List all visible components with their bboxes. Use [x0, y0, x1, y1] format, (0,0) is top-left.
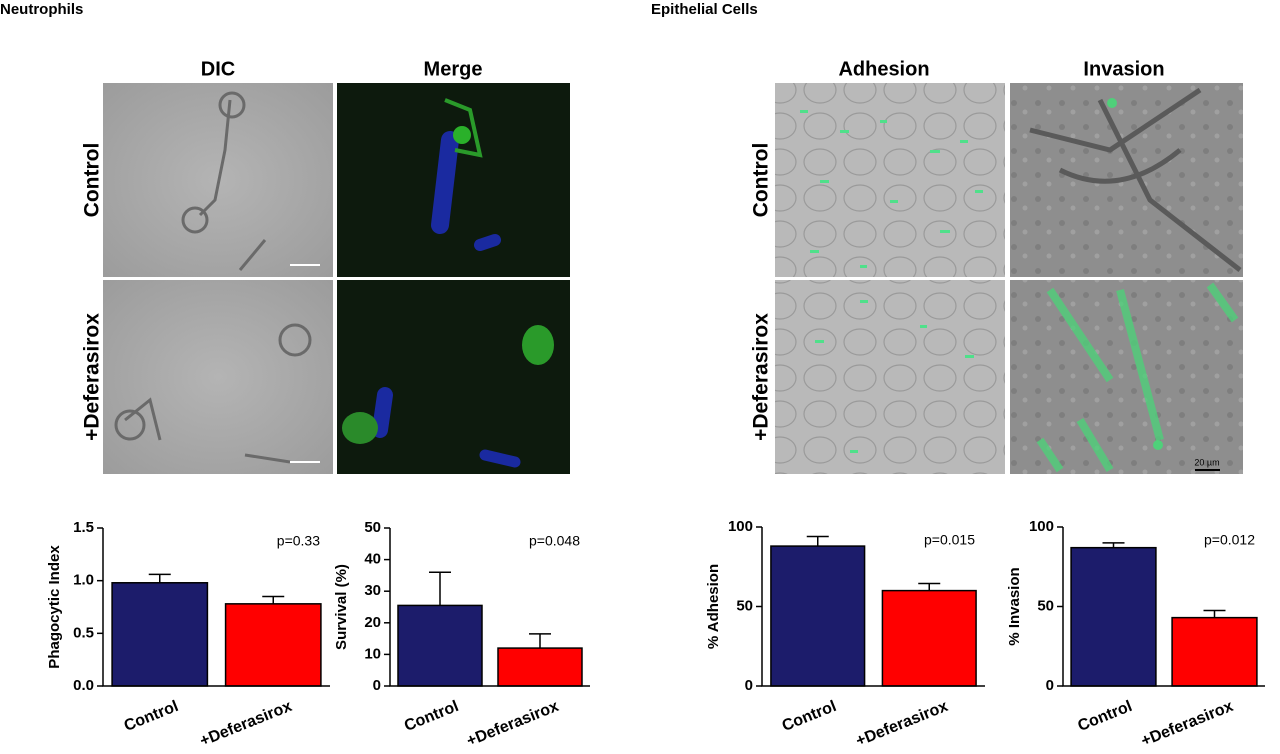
column-label: DIC [201, 58, 235, 80]
y-tick-label: 50 [736, 597, 753, 614]
bar [1171, 616, 1258, 687]
annotation: p=0.048 [529, 533, 580, 549]
y-tick-label: 40 [364, 551, 381, 568]
axis-line [389, 528, 590, 687]
y-axis-label: % Adhesion [705, 564, 722, 649]
row-label: Control [750, 143, 773, 218]
bar [881, 589, 977, 687]
y-tick-label: 20 [364, 614, 381, 631]
x-tick-label: +Deferasirox [464, 698, 561, 750]
x-tick-label: +Deferasirox [198, 698, 295, 750]
annotation: p=0.33 [277, 533, 320, 549]
scale-bar-label: 20 µm [1194, 457, 1219, 467]
bar [1070, 546, 1157, 687]
annotation: p=0.015 [924, 532, 975, 548]
error-bar [148, 573, 171, 583]
bar [397, 604, 483, 687]
y-tick-label: 10 [364, 645, 381, 662]
axis-line [761, 527, 985, 687]
section-title: Neutrophils [0, 1, 83, 18]
error-bar [806, 535, 829, 547]
error-bar [918, 582, 941, 591]
annotation: p=0.012 [1204, 532, 1255, 548]
y-tick-label: 1.5 [73, 519, 94, 536]
x-tick-label: +Deferasirox [1139, 698, 1236, 750]
y-tick-label: 1.0 [73, 572, 94, 589]
column-label: Adhesion [838, 58, 929, 80]
axis-line [1062, 527, 1265, 687]
row-label: +Deferasirox [750, 313, 773, 441]
y-tick-label: 0.5 [73, 624, 94, 641]
y-axis-label: Phagocytic Index [46, 545, 63, 669]
error-bar [429, 571, 451, 606]
bar [497, 647, 583, 687]
y-axis-label: Survival (%) [333, 564, 350, 650]
error-bar [1102, 542, 1125, 548]
x-tick-label: Control [1075, 698, 1134, 735]
bar [111, 582, 209, 687]
y-tick-label: 0 [745, 677, 753, 694]
column-label: Invasion [1083, 58, 1164, 80]
y-tick-label: 0.0 [73, 677, 94, 694]
y-tick-label: 50 [364, 519, 381, 536]
row-label: +Deferasirox [81, 313, 104, 441]
x-tick-label: Control [402, 698, 461, 735]
y-axis-label: % Invasion [1006, 567, 1023, 645]
error-bar [1203, 609, 1226, 618]
bar [770, 545, 866, 687]
x-tick-label: Control [780, 698, 839, 735]
y-tick-label: 0 [1046, 677, 1054, 694]
y-tick-label: 100 [1029, 518, 1054, 535]
error-bar [529, 633, 551, 649]
bar [224, 603, 322, 687]
y-tick-label: 100 [728, 518, 753, 535]
microscopy-images [103, 83, 1243, 474]
error-bar [262, 595, 285, 604]
y-tick-label: 50 [1037, 597, 1054, 614]
section-title: Epithelial Cells [651, 1, 758, 18]
row-label: Control [81, 143, 104, 218]
x-tick-label: Control [122, 698, 181, 735]
axis-line [102, 528, 330, 687]
y-tick-label: 0 [373, 677, 381, 694]
x-tick-label: +Deferasirox [854, 698, 951, 750]
y-tick-label: 30 [364, 582, 381, 599]
column-label: Merge [424, 58, 483, 80]
